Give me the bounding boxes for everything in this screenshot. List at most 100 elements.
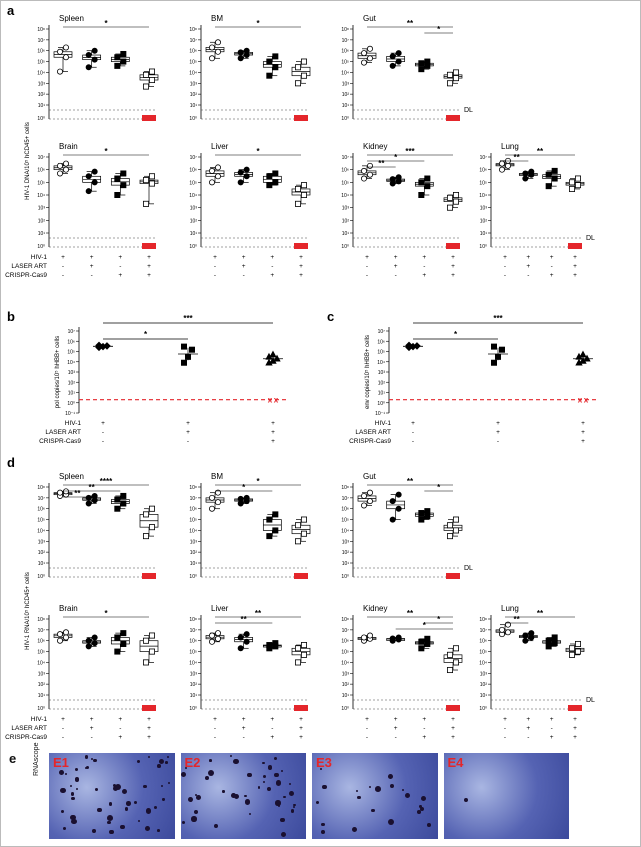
d-brain-point [142, 659, 149, 666]
a-spleen-point [63, 54, 70, 61]
d-liver-tick-label: 10² [190, 682, 198, 688]
stain-dot [161, 785, 164, 788]
a-kidney-condition-symbol: + [451, 272, 455, 279]
d-brain-point [85, 637, 92, 644]
a-kidney-point [418, 191, 425, 198]
d-brain-zero-marker [142, 705, 156, 711]
a-brain-condition-symbol: + [147, 263, 151, 270]
a-brain-point [114, 191, 121, 198]
a-spleen-point [57, 68, 64, 75]
d-gut-point [395, 505, 402, 512]
d-liver-tick-label: 10⁶ [189, 639, 197, 645]
stain-dot [262, 761, 265, 765]
d-gut-point [395, 491, 402, 498]
stain-dot [463, 798, 468, 803]
a-lung-condition-symbol: + [573, 263, 577, 270]
a-y-label: HIV-1 DNA/10⁵ hCD45+ cells [24, 122, 31, 200]
d-liver-point [294, 659, 301, 666]
d-liver-condition-symbol: + [213, 716, 217, 723]
stain-dot [427, 823, 432, 827]
a-brain-condition-symbol: + [147, 254, 151, 261]
a-bm-tick-label: 10⁰ [189, 116, 197, 122]
a-gut-point [366, 55, 373, 62]
a-liver-tick-label: 10⁰ [189, 244, 197, 250]
stain-dot [388, 774, 394, 780]
d-liver-point [214, 635, 221, 642]
stain-dot [121, 788, 128, 794]
c-point [490, 343, 497, 350]
condition-row-label: HIV-1 [31, 254, 48, 261]
d-brain-point [142, 637, 149, 644]
d-brain-point [63, 634, 70, 641]
rnascope-image-e4: E4 [443, 753, 569, 839]
a-kidney-tick-label: 10¹ [342, 231, 350, 237]
a-bm-point [214, 48, 221, 55]
a-lung-point [528, 168, 535, 175]
a-spleen-point [148, 77, 155, 84]
d-lung-tick-label: 10³ [480, 671, 488, 677]
c-point [405, 341, 413, 350]
a-brain-point [142, 200, 149, 207]
a-lung-box [518, 173, 538, 176]
d-lung-point [498, 626, 505, 633]
c-condition-row-label: LASER ART [355, 429, 391, 436]
a-kidney-condition-symbol: + [451, 263, 455, 270]
d-liver-title: Liver [211, 604, 229, 613]
stain-dot [71, 818, 77, 825]
d-kidney-point [395, 634, 402, 641]
stain-dot [275, 800, 281, 806]
c-point [494, 353, 501, 360]
d-brain-tick-label: 10³ [38, 671, 46, 677]
d-liver-point [243, 631, 250, 638]
a-liver-tick-label: 10⁵ [189, 180, 197, 186]
d-kidney-condition-symbol: + [365, 716, 369, 723]
stain-dot [180, 771, 186, 777]
d-liver-tick-label: 10³ [190, 671, 198, 677]
a-brain-tick-label: 10⁰ [37, 244, 45, 250]
a-kidney-point [366, 162, 373, 169]
stain-dot [165, 761, 169, 765]
d-liver-condition-symbol: - [271, 725, 273, 732]
stain-dot [71, 796, 75, 801]
b-y-label: pol copies/10⁵ hHBB+ cells [54, 336, 61, 408]
a-brain-point [148, 180, 155, 187]
d-kidney-condition-symbol: + [422, 716, 426, 723]
stain-dot [61, 810, 65, 814]
d-gut-zero-marker [446, 573, 460, 579]
c-tick-label: 10⁴ [377, 360, 385, 366]
d-gut-point [424, 513, 431, 520]
d-liver-condition-symbol: + [299, 734, 303, 741]
d-brain-sig-label: * [104, 609, 108, 618]
a-liver-tick-label: 10⁶ [189, 168, 197, 174]
stain-dot [274, 772, 279, 777]
d-bm-point [266, 516, 273, 523]
d-brain-condition-symbol: - [91, 734, 93, 741]
d-kidney-tick-label: 10¹ [342, 693, 350, 699]
a-brain-point [85, 173, 92, 180]
a-kidney-condition-symbol: - [366, 272, 368, 279]
c-zero-mark: x [578, 396, 583, 405]
stain-dot [320, 767, 323, 771]
d-brain-point [57, 631, 64, 638]
a-lung-tick-label: 10⁷ [480, 155, 488, 161]
a-bm-tick-label: 10⁵ [189, 60, 197, 66]
a-liver-condition-symbol: + [242, 263, 246, 270]
a-lung-point [551, 175, 558, 182]
d-bm-point [272, 527, 279, 534]
a-brain-point [91, 168, 98, 175]
b-condition-symbol: + [186, 420, 190, 427]
d-brain-tick-label: 10⁰ [37, 706, 45, 712]
stain-dot [143, 784, 147, 789]
b-point [103, 342, 111, 350]
d-lung-point [551, 634, 558, 641]
b-tick-label: 10¹ [68, 391, 76, 397]
a-spleen-point [120, 58, 127, 65]
stain-dot [133, 800, 137, 805]
d-gut-dl-label: DL [464, 565, 473, 572]
d-bm-tick-label: 10¹ [190, 561, 198, 567]
stain-dot [120, 824, 125, 830]
stain-dot [209, 759, 212, 762]
a-bm-point [272, 53, 279, 60]
condition-row-label: LASER ART [11, 725, 47, 732]
